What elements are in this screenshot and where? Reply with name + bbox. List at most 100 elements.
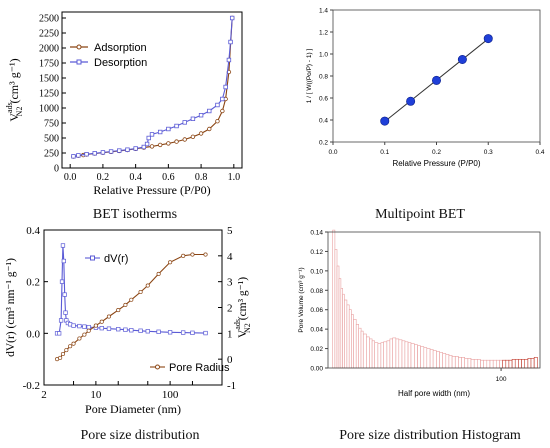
data-point-desorption (207, 108, 212, 114)
y-right-axis-label-sub: N2 (243, 323, 252, 333)
histogram-bar (436, 351, 440, 369)
histogram-bar (346, 304, 350, 369)
histogram-bar (492, 359, 497, 369)
x-tick-label: 0.2 (432, 149, 441, 156)
y-tick-label: 2000 (39, 44, 59, 55)
data-point-desorption (174, 123, 179, 129)
data-point-dv (60, 243, 66, 248)
legend-label-pore-radius: Pore Radius (169, 362, 230, 374)
y-tick-label: 0.4 (319, 118, 328, 125)
y-right-axis-label-sup: ads (233, 319, 242, 330)
data-point-pore-radius (64, 348, 69, 353)
histogram-bar (432, 350, 437, 369)
x-axis-label: Half pore width (nm) (398, 389, 470, 398)
y-tick-label: 0.14 (310, 230, 323, 237)
data-point-pore-radius (168, 260, 173, 265)
data-point-pore-radius (203, 252, 208, 257)
data-point-dv (99, 326, 104, 331)
data-point-dv (82, 324, 87, 329)
y-tick-label: 1.2 (319, 30, 328, 37)
histogram-bar (524, 358, 529, 369)
histogram-bar (426, 348, 431, 369)
histogram-bar (458, 356, 462, 369)
y-right-axis-label-unit: (cm³ g⁻¹) (237, 277, 249, 320)
data-point-dv (58, 318, 64, 323)
y-right-tick-label: 0 (227, 354, 233, 366)
data-point-pore-radius (71, 341, 76, 346)
y-tick-label: 0.8 (319, 74, 328, 81)
legend-marker-pore-radius (155, 364, 160, 370)
data-point-desorption (117, 148, 122, 153)
data-point-dv (167, 330, 173, 335)
y-tick-label: 0.06 (310, 307, 323, 314)
histogram-bar (389, 338, 393, 369)
data-point-dv (138, 328, 143, 333)
data-point-adsorption (220, 108, 225, 114)
x-tick-label: 1.0 (228, 172, 241, 183)
histogram-bar (380, 342, 384, 369)
histogram-bar (404, 341, 409, 369)
histogram-bar (495, 359, 500, 369)
legend-marker-dv (90, 255, 95, 261)
histogram-bar (448, 355, 453, 369)
data-point (457, 54, 467, 64)
data-point-dv (203, 330, 208, 336)
bet-isotherms-chart: 0.0 0.2 0.4 0.6 0.8 1.0 0 250 500 750 1000 1250 1500… (5, 11, 243, 197)
histogram-bar (454, 355, 459, 369)
data-point-adsorption (207, 126, 212, 132)
y-left-axis-label: dV(r) (cm³ nm⁻¹ g⁻¹) (5, 258, 17, 357)
histogram-bar (439, 352, 444, 369)
histogram-bar (486, 359, 491, 369)
histogram-bar (464, 357, 469, 369)
data-point-dv (61, 258, 66, 264)
histogram-bar (374, 342, 379, 369)
x-tick-label: 0.0 (328, 149, 337, 156)
x-tick-label: 100 (162, 389, 179, 401)
histogram-bar (533, 356, 538, 369)
data-point-adsorption (182, 137, 187, 142)
histogram-bar (502, 359, 507, 369)
data-point-pore-radius (123, 302, 128, 307)
data-point-dv (106, 326, 112, 331)
data-point-dv (62, 292, 67, 297)
histogram-bar (521, 358, 526, 369)
data-point-dv (145, 329, 150, 334)
y-right-tick-label: 1 (227, 328, 233, 340)
histogram-bar (342, 293, 345, 369)
y-tick-label: 0.00 (310, 366, 323, 373)
histogram-bar (518, 358, 522, 369)
caption-multipoint-bet: Multipoint BET (375, 207, 465, 222)
y-tick-label: 0.02 (310, 346, 323, 353)
caption-bet-isotherms: BET isotherms (92, 207, 178, 222)
y-tick-label: 1.4 (319, 8, 328, 15)
histogram-bar (420, 346, 425, 369)
histogram-bar (392, 337, 397, 369)
x-tick-label: 100 (496, 376, 507, 383)
y-tick-label: 1500 (39, 74, 59, 85)
data-point-pore-radius (190, 252, 195, 257)
histogram-bar (377, 343, 382, 369)
histogram-bar (334, 249, 338, 369)
histogram-bar (395, 338, 400, 369)
histogram-bar (386, 340, 391, 369)
y-tick-label: 500 (44, 134, 59, 145)
data-point-dv (123, 327, 128, 332)
y-tick-label: 0.04 (310, 327, 323, 334)
data-point-pore-radius (156, 271, 161, 276)
histogram-bar (451, 355, 456, 369)
y-tick-label: 0.10 (310, 268, 323, 275)
data-point-dv (71, 323, 76, 328)
data-point-pore-radius (99, 319, 104, 324)
x-axis-label: Relative Pressure (P/P0) (93, 183, 210, 197)
histogram-bar (483, 359, 488, 369)
y-left-tick-label: 0.2 (26, 277, 40, 289)
x-axis-label: Pore Diameter (nm) (85, 402, 181, 416)
histogram-bar (351, 314, 354, 369)
x-tick-label: 2 (41, 389, 47, 401)
histogram-bar (348, 309, 352, 369)
data-point-desorption (84, 151, 89, 157)
legend-marker-adsorption (76, 44, 82, 50)
data-point-desorption (146, 135, 151, 141)
y-right-tick-label: 4 (227, 251, 233, 263)
x-tick-label: 10 (90, 389, 102, 401)
